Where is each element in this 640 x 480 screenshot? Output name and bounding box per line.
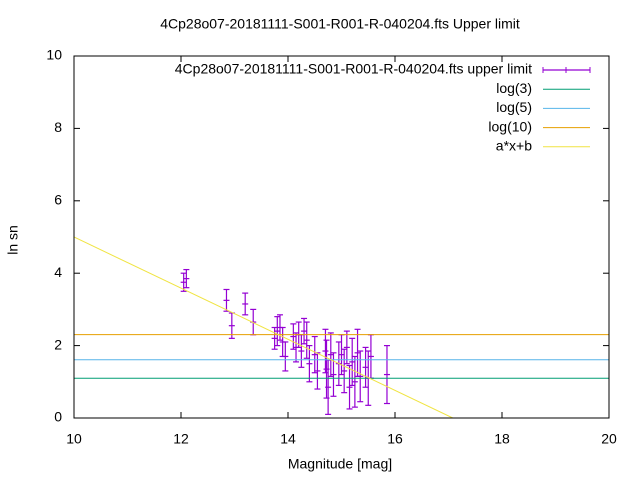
y-tick-label: 8 — [54, 119, 62, 135]
legend-label: a*x+b — [496, 138, 532, 154]
plot-border — [73, 55, 610, 419]
legend-label: log(3) — [496, 80, 532, 96]
y-tick-label: 10 — [46, 47, 62, 63]
x-tick-label: 18 — [494, 431, 510, 447]
legend-label: log(10) — [488, 118, 532, 134]
error-bar — [274, 316, 281, 347]
y-axis-label: ln sn — [5, 225, 21, 255]
x-axis-label: Magnitude [mag] — [288, 456, 392, 472]
error-bar — [327, 332, 334, 377]
x-tick-label: 16 — [387, 431, 403, 447]
error-bar — [301, 317, 308, 345]
error-bar — [282, 341, 289, 372]
error-bar — [242, 292, 249, 316]
line — [74, 236, 453, 418]
error-bar — [346, 364, 353, 410]
error-bar — [362, 346, 369, 388]
y-tick-label: 0 — [54, 409, 62, 425]
error-bar — [383, 345, 390, 405]
x-tick-label: 20 — [601, 431, 617, 447]
error-bar — [322, 328, 329, 374]
x-tick-label: 10 — [66, 431, 82, 447]
error-bar — [343, 330, 350, 365]
error-bar — [311, 335, 318, 374]
error-bar — [180, 272, 187, 292]
x-tick-label: 14 — [280, 431, 296, 447]
y-tick-label: 6 — [54, 192, 62, 208]
error-bar — [323, 339, 330, 399]
legend-label: 4Cp28o07-20181111-S001-R001-R-040204.fts… — [175, 61, 532, 77]
error-bar — [341, 348, 348, 394]
error-bar — [349, 337, 356, 387]
error-bar — [290, 323, 297, 350]
chart-title: 4Cp28o07-20181111-S001-R001-R-040204.fts… — [160, 16, 520, 32]
y-tick-label: 4 — [54, 264, 62, 280]
error-bar — [306, 345, 313, 383]
error-bar — [303, 321, 310, 359]
error-bar — [183, 268, 190, 289]
x-tick-label: 12 — [173, 431, 189, 447]
y-tick-label: 2 — [54, 336, 62, 352]
error-bar — [351, 355, 358, 408]
legend-label: log(5) — [496, 99, 532, 115]
